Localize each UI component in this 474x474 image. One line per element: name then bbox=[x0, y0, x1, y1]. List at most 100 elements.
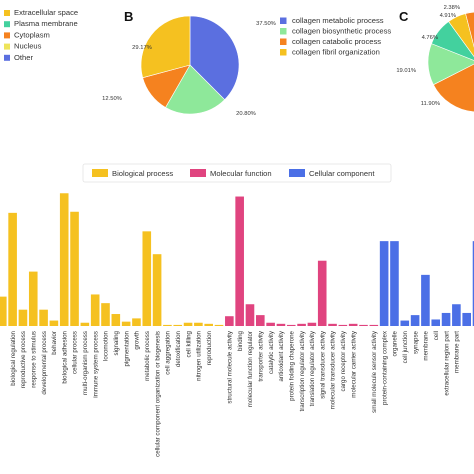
bar-cellular-component-organization-or-biogenesis bbox=[152, 254, 162, 326]
pie-c-pct-label: 4.91% bbox=[440, 13, 456, 19]
legend-a-swatch-plasma-membrane bbox=[4, 21, 10, 28]
legend-b-label-collagen-biosynthetic-process: collagen biosynthetic process bbox=[292, 27, 391, 36]
bar-response-to-stimulus bbox=[28, 271, 38, 326]
bar-membrane bbox=[421, 274, 430, 326]
bar-small-molecule-sensor-activity bbox=[369, 324, 379, 326]
bar-x-label: metabolic process bbox=[144, 331, 151, 381]
bar-developmental-process bbox=[39, 309, 48, 326]
bar-legend-swatch-biological-process bbox=[92, 169, 108, 177]
bar-reproduction bbox=[204, 323, 213, 326]
bar-signal-transducer-activity bbox=[317, 260, 327, 326]
legend-a-swatch-cytoplasm bbox=[4, 32, 10, 39]
bar-nitrogen-utilization bbox=[194, 322, 203, 326]
bar-protein-containing-complex bbox=[379, 241, 389, 326]
bar-x-label: reproduction bbox=[206, 330, 213, 365]
bar-extracellular-region-part bbox=[441, 312, 451, 326]
bar-x-label: protein-containing complex bbox=[381, 330, 388, 405]
bar-pigmentation bbox=[121, 321, 131, 326]
bar-item bbox=[0, 296, 7, 326]
legend-a-label-nucleus: Nucleus bbox=[14, 42, 42, 51]
bar-x-labels: biological regulation reproductive proces… bbox=[10, 330, 461, 457]
bar-item bbox=[214, 324, 224, 326]
bar-x-label: molecular function regulator bbox=[247, 331, 254, 407]
bar-cellular-process bbox=[70, 211, 79, 326]
bar-x-label: behavior bbox=[51, 331, 58, 355]
bar-immune-system-process bbox=[90, 294, 100, 326]
bar-x-label: antioxidant activity bbox=[278, 330, 285, 381]
bar-multi-organism-process bbox=[80, 322, 90, 326]
bar-x-label: biological regulation bbox=[10, 330, 17, 385]
bar-x-label: structural molecule activity bbox=[227, 330, 234, 403]
bar-molecular-transducer-activity bbox=[328, 323, 337, 326]
bar-x-label: cellular process bbox=[72, 331, 79, 374]
bar-x-label: cell bbox=[433, 331, 440, 340]
pie-b-slice-collagen-fibril-organization bbox=[140, 15, 191, 79]
bar-detoxification bbox=[173, 324, 183, 326]
bar-cell-aggregation bbox=[163, 324, 172, 326]
bar-legend-box bbox=[82, 163, 392, 183]
pie-c-pct-label: 4.76% bbox=[422, 35, 438, 41]
legend-a-label-extracellular-space: Extracellular space bbox=[14, 8, 78, 17]
bar-x-label: cell junction bbox=[402, 330, 409, 363]
bar-x-label: response to stimulus bbox=[30, 331, 37, 388]
bar-x-label: nitrogen utilization bbox=[196, 330, 203, 380]
bar-membrane-part bbox=[452, 304, 461, 326]
bar-molecular-function-regulator bbox=[245, 304, 255, 326]
bar-reproductive-process bbox=[18, 309, 28, 326]
bar-catalytic-activity bbox=[266, 322, 275, 326]
legend-b-swatch-collagen-metabolic-process bbox=[280, 17, 287, 24]
bar-x-label: molecular carrier activity bbox=[350, 330, 357, 398]
bar-x-label: growth bbox=[134, 330, 141, 349]
bar-x-label: pigmentation bbox=[123, 330, 130, 366]
bar-x-label: biological adhesion bbox=[61, 330, 68, 383]
bar-molecular-carrier-activity bbox=[348, 323, 358, 326]
pie-c-pct-label: 2.38% bbox=[444, 5, 460, 11]
bar-translation-regulator-activity bbox=[307, 322, 317, 326]
bar-x-label: membrane bbox=[423, 330, 430, 360]
pie-b-legend: collagen metabolic process collagen biosy… bbox=[280, 16, 391, 57]
legend-a-label-cytoplasm: Cytoplasm bbox=[14, 30, 50, 39]
bar-item bbox=[462, 312, 471, 326]
bar-cell-junction bbox=[400, 320, 410, 326]
bar-x-label: catalytic activity bbox=[268, 330, 275, 374]
bar-cell bbox=[431, 319, 441, 326]
legend-a-label-other: Other bbox=[14, 53, 33, 62]
bar-legend: Biological process Molecular function Cell… bbox=[82, 163, 392, 183]
pie-c-pct-label: 11.90% bbox=[421, 101, 440, 107]
bar-legend-swatch-molecular-function bbox=[190, 169, 206, 177]
bar-x-label: translation regulator activity bbox=[309, 330, 316, 406]
bar-antioxidant-activity bbox=[276, 323, 286, 326]
bar-x-label: cell aggregation bbox=[165, 330, 172, 374]
bar-transcription-regulator-activity bbox=[297, 323, 306, 326]
bar-biological-regulation bbox=[8, 212, 17, 326]
bar-biological-adhesion bbox=[59, 193, 69, 326]
bar-x-label: organelle bbox=[392, 330, 399, 356]
bar-x-label: multi-organism process bbox=[82, 331, 89, 395]
legend-a-label-plasma-membrane: Plasma membrane bbox=[14, 19, 78, 28]
legend-b-label-collagen-fibril-organization: collagen fibril organization bbox=[292, 48, 380, 57]
legend-b-label-collagen-catabolic-process: collagen catabolic process bbox=[292, 37, 381, 46]
legend-a-swatch-extracellular-space bbox=[4, 10, 10, 16]
bar-x-label: transcription regulator activity bbox=[299, 330, 306, 411]
bar-x-label: detoxification bbox=[175, 330, 182, 367]
legend-a-swatch-other bbox=[4, 54, 10, 61]
legend-b-swatch-collagen-biosynthetic-process bbox=[280, 28, 287, 35]
bar-legend-swatch-cellular-component bbox=[289, 169, 305, 177]
bar-x-label: signaling bbox=[113, 330, 120, 355]
bar-structural-molecule-activity bbox=[225, 316, 234, 326]
bar-locomotion bbox=[101, 303, 110, 326]
bar-legend-label-biological-process: Biological process bbox=[112, 169, 173, 178]
bar-protein-folding-chaperone bbox=[286, 324, 296, 326]
bar-x-label: immune system process bbox=[92, 331, 99, 398]
bar-x-label: molecular transducer activity bbox=[330, 330, 337, 409]
legend-b-swatch-collagen-catabolic-process bbox=[280, 38, 287, 45]
bar-cargo-receptor-activity bbox=[338, 324, 348, 326]
bar-x-label: binding bbox=[237, 330, 244, 351]
bar-metabolic-process bbox=[142, 231, 152, 326]
bar-x-label: protein folding chaperone bbox=[288, 330, 295, 400]
pie-b-slice-collagen-metabolic-process bbox=[189, 15, 240, 101]
bar-organelle-part bbox=[472, 241, 474, 326]
bar-x-label: cell killing bbox=[185, 330, 192, 357]
bar-organelle bbox=[390, 241, 399, 326]
